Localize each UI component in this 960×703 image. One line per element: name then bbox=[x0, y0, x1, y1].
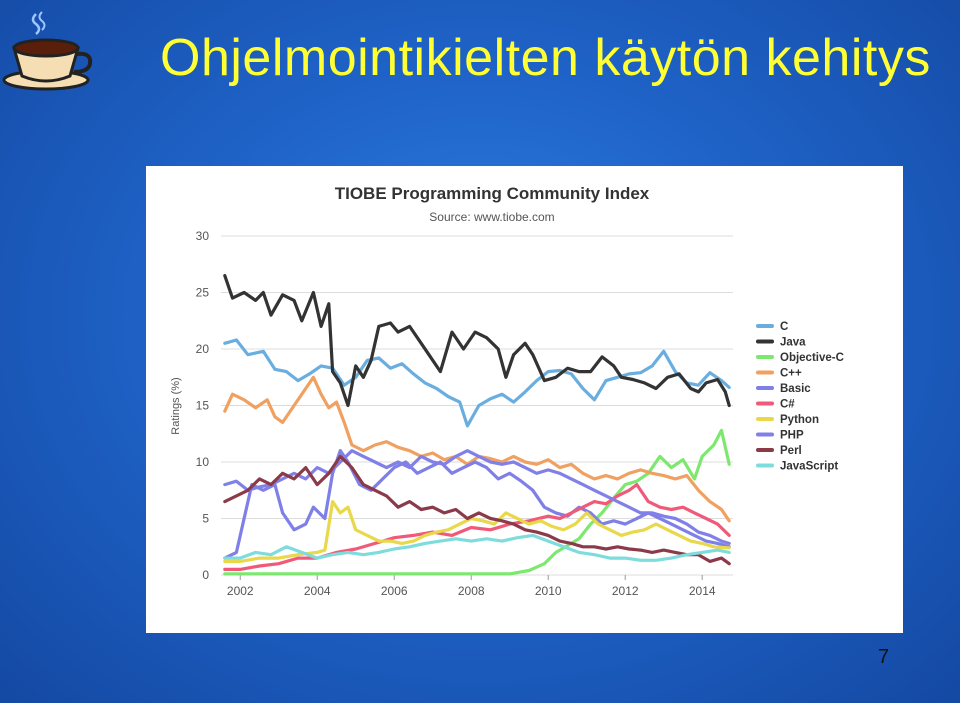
series-line-c bbox=[223, 338, 731, 428]
y-tick-label: 20 bbox=[196, 342, 210, 356]
legend-item-label[interactable]: C# bbox=[780, 399, 795, 411]
x-tick-label: 2008 bbox=[458, 584, 485, 598]
legend-item-label[interactable]: C++ bbox=[780, 368, 802, 380]
series-line-objective-c bbox=[223, 428, 731, 576]
series-line-java bbox=[223, 274, 731, 408]
y-tick-label: 30 bbox=[196, 229, 210, 243]
tiobe-line-chart: TIOBE Programming Community Index Source… bbox=[170, 184, 844, 598]
y-axis-label: Ratings (%) bbox=[170, 377, 182, 434]
series-line-c- bbox=[223, 375, 731, 523]
legend-item-label[interactable]: Java bbox=[780, 337, 806, 349]
series-line-basic bbox=[223, 449, 731, 560]
x-tick-label: 2014 bbox=[689, 584, 716, 598]
x-tick-label: 2010 bbox=[535, 584, 562, 598]
legend-item-label[interactable]: Perl bbox=[780, 445, 802, 457]
y-tick-label: 10 bbox=[196, 455, 210, 469]
x-tick-label: 2002 bbox=[227, 584, 254, 598]
y-tick-label: 0 bbox=[202, 568, 209, 582]
x-tick-label: 2012 bbox=[612, 584, 639, 598]
y-tick-label: 25 bbox=[196, 286, 210, 300]
coffee-cup-icon bbox=[2, 11, 93, 91]
x-tick-label: 2004 bbox=[304, 584, 331, 598]
legend-item-label[interactable]: Basic bbox=[780, 383, 811, 395]
slide-title: Ohjelmointikielten käytön kehitys bbox=[160, 29, 931, 87]
series-line-javascript bbox=[223, 533, 731, 562]
series-lines bbox=[223, 274, 731, 576]
legend-item-label[interactable]: Python bbox=[780, 414, 819, 426]
legend-item-label[interactable]: PHP bbox=[780, 430, 804, 442]
x-tick-label: 2006 bbox=[381, 584, 408, 598]
page-number: 7 bbox=[878, 646, 890, 668]
legend: C Java Objective-C C++ Basic C# Python PHP Perl J… bbox=[756, 321, 844, 473]
chart-title: TIOBE Programming Community Index bbox=[335, 184, 650, 203]
axis-ticks: 0 5 10 15 20 25 30 2002 2004 2006 2008 2010 2012 2014 bbox=[196, 229, 716, 598]
series-line-python bbox=[223, 500, 731, 563]
legend-item-label[interactable]: C bbox=[780, 321, 788, 333]
legend-item-label[interactable]: Objective-C bbox=[780, 352, 844, 364]
chart-subtitle: Source: www.tiobe.com bbox=[429, 210, 554, 224]
series-line-perl bbox=[223, 454, 731, 566]
legend-item-label[interactable]: JavaScript bbox=[780, 461, 838, 473]
chart-panel: TIOBE Programming Community Index Source… bbox=[146, 166, 903, 633]
y-tick-label: 15 bbox=[196, 399, 210, 413]
y-tick-label: 5 bbox=[202, 512, 209, 526]
